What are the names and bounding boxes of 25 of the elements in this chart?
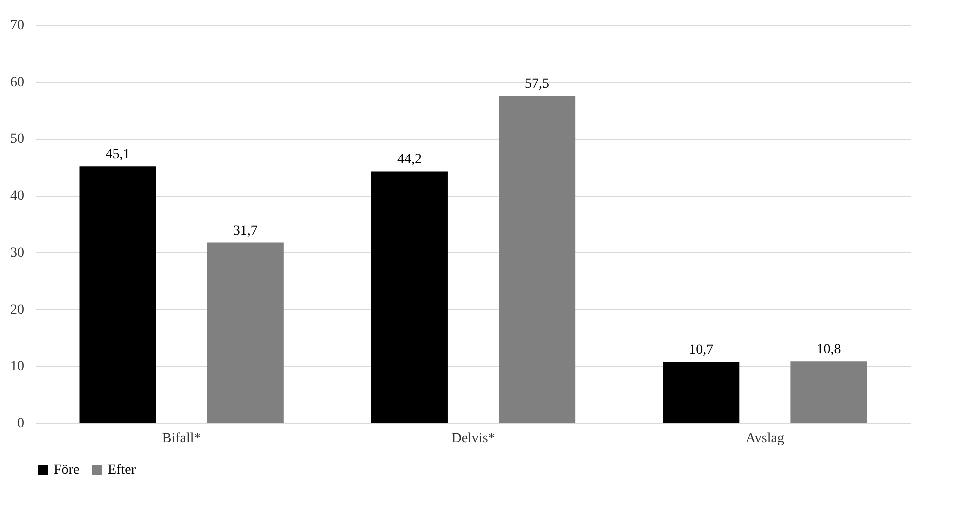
y-tick-label: 70: [10, 18, 24, 34]
bar: [371, 172, 448, 423]
bar: [790, 362, 868, 423]
bar: [663, 362, 740, 423]
legend-label: Efter: [108, 463, 136, 478]
data-label: 44,2: [397, 152, 422, 168]
data-label: 57,5: [525, 77, 550, 92]
y-tick-label: 40: [10, 189, 24, 204]
y-tick-label: 30: [10, 246, 24, 261]
data-label: 31,7: [233, 224, 258, 239]
data-label: 10,7: [689, 343, 714, 358]
bar: [207, 242, 284, 423]
data-label: 10,8: [816, 342, 842, 358]
bar: [80, 166, 156, 423]
x-tick-label: Delvis*: [452, 432, 496, 446]
data-label: 45,1: [106, 148, 130, 163]
y-tick-label: 0: [18, 416, 24, 432]
bar: [499, 96, 576, 423]
x-tick-label: Avslag: [746, 432, 784, 446]
y-tick-label: 50: [10, 132, 24, 148]
y-tick-label: 60: [10, 75, 24, 90]
y-tick-label: 20: [10, 302, 24, 318]
y-tick-label: 10: [10, 360, 24, 375]
x-tick-label: Bifall*: [162, 432, 202, 446]
legend-label: Före: [54, 463, 80, 478]
